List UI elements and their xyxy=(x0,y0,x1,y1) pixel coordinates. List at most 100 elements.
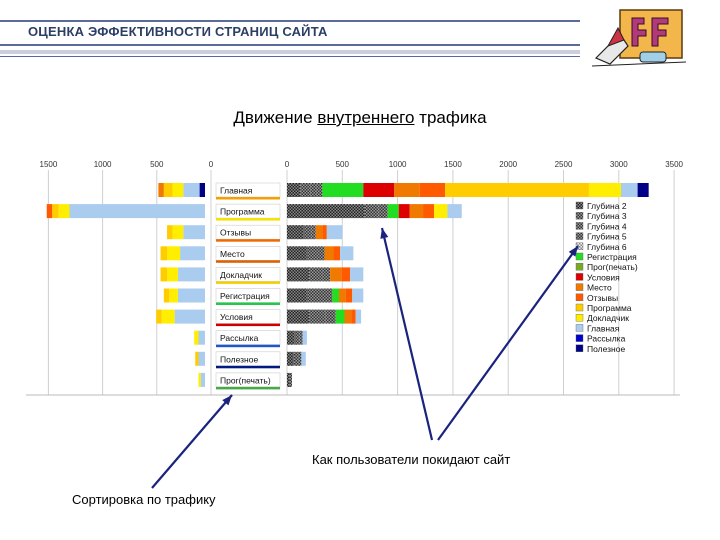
bar-incoming-segment xyxy=(177,267,205,282)
bar-outgoing-segment xyxy=(302,330,307,345)
bar-incoming-segment xyxy=(183,183,200,197)
bar-outgoing-segment xyxy=(316,183,323,197)
category-color-underline xyxy=(216,344,280,348)
bar-outgoing-segment xyxy=(301,351,306,366)
bar-outgoing-segment xyxy=(352,288,364,303)
bar-outgoing-segment xyxy=(344,309,352,324)
bar-outgoing-segment xyxy=(378,204,388,219)
category-label: Полезное xyxy=(215,351,281,369)
legend-swatch xyxy=(575,252,584,261)
legend-swatch xyxy=(575,303,584,312)
bar-outgoing-segment xyxy=(335,309,345,324)
header-line-mid xyxy=(0,44,580,46)
bar-incoming-segment xyxy=(199,183,205,197)
category-label: Докладчик xyxy=(215,267,281,284)
left-axis-tick-label: 0 xyxy=(209,160,214,169)
bar-outgoing-segment xyxy=(340,246,354,261)
bar-outgoing-segment xyxy=(322,267,331,282)
bar-incoming-segment xyxy=(58,204,70,219)
category-label-text: Рассылка xyxy=(220,333,259,343)
header-line-top xyxy=(0,20,580,22)
legend-swatch xyxy=(575,273,584,281)
legend-swatch xyxy=(575,334,584,342)
category-label: Главная xyxy=(215,182,281,200)
legend-swatch xyxy=(575,201,584,210)
bar-outgoing-segment xyxy=(409,204,424,219)
bar-outgoing-segment xyxy=(350,267,364,282)
bar-outgoing-segment xyxy=(287,288,307,303)
subtitle-pre: Движение xyxy=(233,108,318,127)
bar-outgoing-segment xyxy=(298,351,302,366)
arrow-exit-right xyxy=(437,245,579,441)
bar-outgoing-segment xyxy=(309,309,326,324)
bar-outgoing-segment xyxy=(330,267,342,282)
bar-outgoing-segment xyxy=(322,183,364,197)
bar-outgoing-segment xyxy=(447,204,462,219)
bar-incoming-segment xyxy=(198,351,205,366)
bar-incoming-segment xyxy=(200,372,205,387)
arrow-sort xyxy=(151,394,233,489)
legend-entry: Программа xyxy=(587,303,632,313)
category-label: Регистрация xyxy=(215,288,281,305)
bar-outgoing-segment xyxy=(309,267,323,282)
bar-incoming-segment xyxy=(183,225,205,240)
bar-incoming-segment xyxy=(160,267,168,282)
arrow-exit-left-head xyxy=(380,228,389,239)
legend-swatch xyxy=(575,232,584,240)
bar-outgoing-segment xyxy=(423,204,435,219)
bar-outgoing-segment xyxy=(323,288,333,303)
annotation-sort: Сортировка по трафику xyxy=(72,492,216,507)
category-color-underline xyxy=(216,323,280,327)
legend-entry: Глубина 6 xyxy=(587,242,627,252)
category-label: Место xyxy=(215,246,281,263)
bar-outgoing-segment xyxy=(322,225,327,240)
header-line-band xyxy=(0,50,580,54)
legend-entry: Глубина 3 xyxy=(587,211,627,221)
bar-outgoing-segment xyxy=(398,204,410,219)
bar-incoming-segment xyxy=(198,372,201,387)
logo-illustration-icon xyxy=(591,9,687,67)
bar-outgoing-segment xyxy=(387,204,399,219)
bar-outgoing-segment xyxy=(445,183,589,197)
category-color-underline xyxy=(216,386,280,390)
bar-outgoing-segment xyxy=(306,288,324,303)
bar-incoming-segment xyxy=(163,288,170,303)
legend-entry: Глубина 4 xyxy=(587,221,627,231)
legend-entry: Прог(печать) xyxy=(587,262,638,272)
bar-incoming-segment xyxy=(180,246,205,261)
legend-swatch xyxy=(575,314,584,322)
bar-outgoing-segment xyxy=(419,183,446,197)
legend-entry: Глубина 5 xyxy=(587,232,627,242)
bar-outgoing-segment xyxy=(287,309,310,324)
left-axis-tick-label: 1000 xyxy=(94,160,112,169)
bar-incoming-segment xyxy=(160,246,168,261)
category-label: Рассылка xyxy=(215,330,281,348)
right-axis-tick-label: 2500 xyxy=(555,160,573,169)
bar-outgoing-segment xyxy=(289,372,292,387)
bar-outgoing-segment xyxy=(637,183,649,197)
category-label-text: Полезное xyxy=(220,354,258,364)
bar-outgoing-segment xyxy=(300,183,311,197)
bar-outgoing-segment xyxy=(311,225,316,240)
legend-entry: Глубина 2 xyxy=(587,201,627,211)
category-label-text: Программа xyxy=(220,207,265,217)
bar-incoming-segment xyxy=(169,288,178,303)
legend-swatch xyxy=(575,222,584,230)
bar-outgoing-segment xyxy=(317,246,325,261)
bar-incoming-segment xyxy=(174,309,205,324)
arrow-sort-head xyxy=(222,395,232,406)
bar-outgoing-segment xyxy=(294,330,300,345)
category-color-underline xyxy=(216,218,280,221)
right-axis-tick-label: 1000 xyxy=(389,160,407,169)
bar-outgoing-segment xyxy=(364,204,379,219)
bar-incoming-segment xyxy=(167,246,181,261)
bar-outgoing-segment xyxy=(315,225,323,240)
category-label-text: Место xyxy=(220,249,245,259)
left-axis-tick-label: 500 xyxy=(150,160,164,169)
bar-outgoing-segment xyxy=(338,288,346,303)
bar-outgoing-segment xyxy=(287,204,365,219)
bar-outgoing-segment xyxy=(333,246,341,261)
category-color-underline xyxy=(216,239,280,242)
bar-outgoing-segment xyxy=(621,183,638,197)
